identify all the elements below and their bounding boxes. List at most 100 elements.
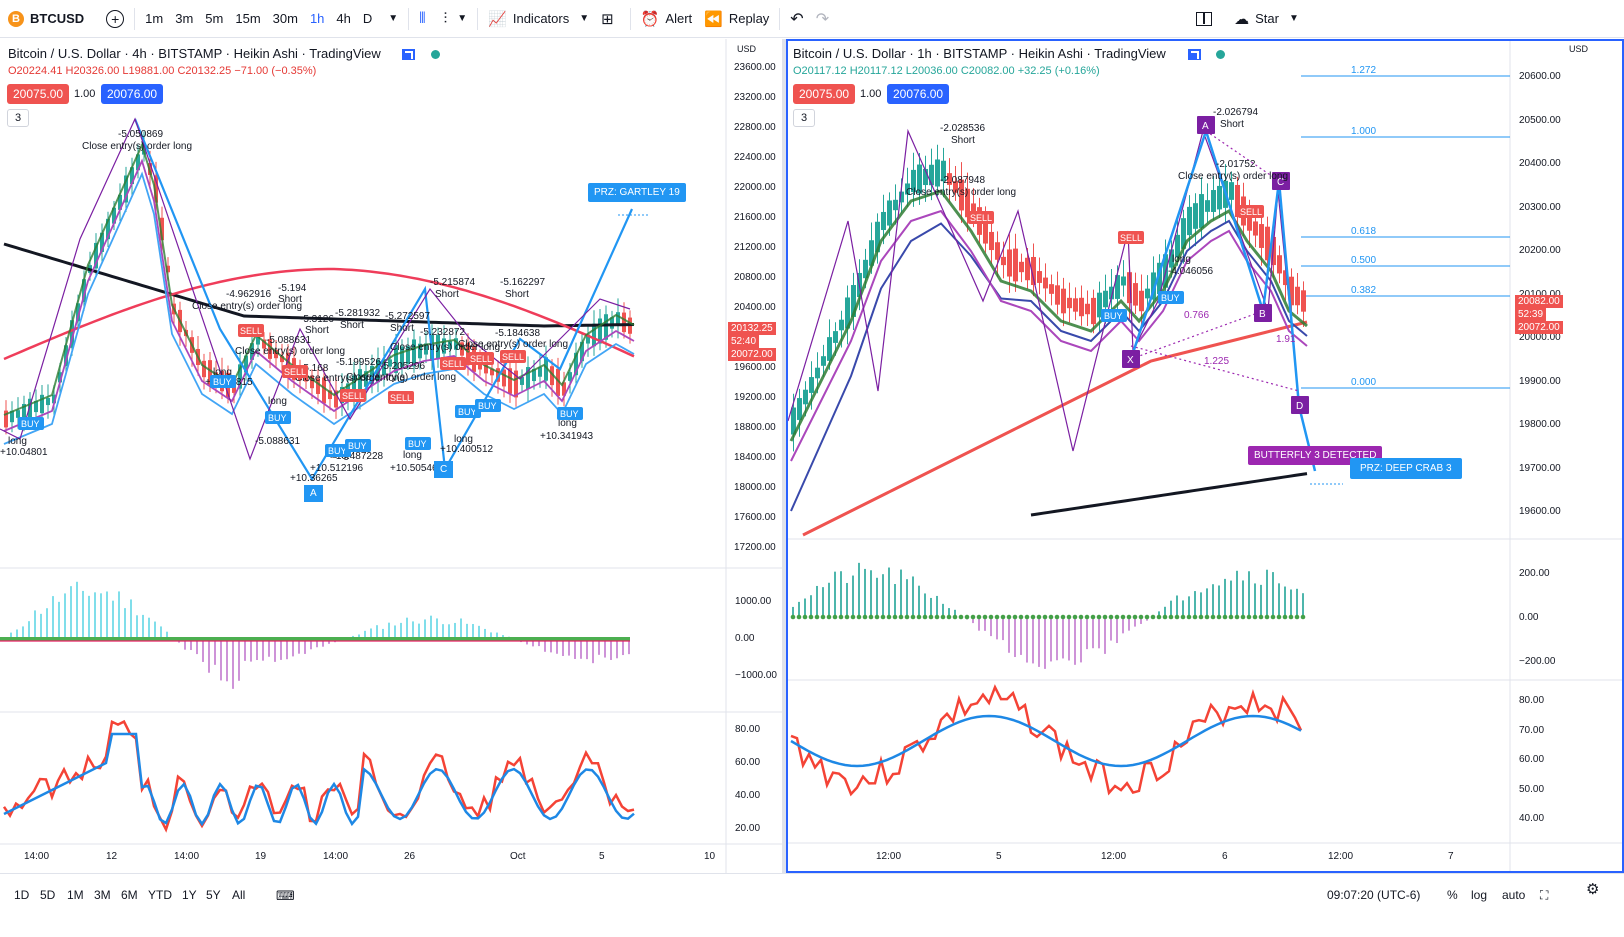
range-all[interactable]: All bbox=[232, 888, 246, 902]
auto-toggle[interactable]: auto bbox=[1502, 888, 1526, 902]
interval-1m[interactable]: 1m bbox=[145, 11, 164, 26]
right-chart-canvas[interactable]: 1.272 1.000 0.618 0.500 0.382 0.000 X A B C D 0.766… bbox=[788, 41, 1622, 871]
candle-body bbox=[1289, 276, 1294, 306]
symbol-search[interactable]: B BTCUSD bbox=[0, 0, 90, 38]
time-axis-label: 6 bbox=[1222, 851, 1228, 862]
macd-signal-dot bbox=[1186, 614, 1192, 620]
alert-button[interactable]: ⏰ Alert bbox=[635, 0, 698, 38]
undo-button[interactable]: ↶ bbox=[784, 0, 809, 38]
candle-body bbox=[905, 183, 910, 195]
buy-marker bbox=[1158, 291, 1184, 304]
range-1d[interactable]: 1D bbox=[14, 888, 30, 902]
buy-button[interactable]: 20076.00 bbox=[101, 84, 164, 104]
macd-signal-dot bbox=[1150, 614, 1156, 620]
interval-30m[interactable]: 30m bbox=[272, 11, 298, 26]
macd-signal-dot bbox=[868, 614, 874, 620]
macd-histogram-bar bbox=[496, 632, 498, 639]
macd-histogram-bar bbox=[388, 622, 390, 639]
fullscreen-icon[interactable]: ⛶ bbox=[1540, 888, 1549, 902]
candle-body bbox=[983, 218, 988, 244]
date-range-icon[interactable]: ⌨ bbox=[276, 888, 295, 903]
flag-icon[interactable] bbox=[402, 49, 415, 60]
candle-body bbox=[334, 390, 338, 408]
buy-marker bbox=[325, 444, 351, 457]
quantity-value[interactable]: 1.00 bbox=[860, 88, 882, 100]
bar-style-button[interactable]: ⫴ bbox=[413, 0, 437, 38]
range-6m[interactable]: 6M bbox=[121, 888, 138, 902]
candle-body bbox=[238, 364, 242, 389]
macd-signal-dot bbox=[994, 614, 1000, 620]
range-1y[interactable]: 1Y bbox=[182, 888, 197, 902]
quantity-value[interactable]: 1.00 bbox=[74, 88, 96, 100]
interval-dropdown[interactable]: ▼ bbox=[378, 0, 404, 38]
indicators-button[interactable]: 📈 Indicators ▼ bbox=[482, 0, 595, 38]
price-axis-label: 22000.00 bbox=[734, 182, 776, 193]
macd-histogram-bar bbox=[1080, 617, 1082, 663]
sell-button[interactable]: 20075.00 bbox=[7, 84, 70, 104]
macd-signal-dot bbox=[1264, 614, 1270, 620]
gear-icon[interactable]: ⚙ bbox=[1586, 881, 1600, 898]
macd-signal-dot bbox=[1204, 614, 1210, 620]
macd-histogram-bar bbox=[436, 618, 438, 639]
macd-signal-dot bbox=[1210, 614, 1216, 620]
log-toggle[interactable]: log bbox=[1471, 888, 1488, 902]
change-value: +32.25 (+0.16%) bbox=[1017, 65, 1100, 77]
macd-signal-dot bbox=[1222, 614, 1228, 620]
replay-button[interactable]: ⏪ Replay bbox=[698, 0, 775, 38]
clock-time[interactable]: 09:07:20 (UTC-6) bbox=[1327, 888, 1421, 902]
layout-button[interactable] bbox=[1190, 0, 1218, 38]
currency-label[interactable]: USD bbox=[737, 44, 757, 54]
interval-15m[interactable]: 15m bbox=[235, 11, 261, 26]
left-chart-pane[interactable]: -5.050869 Close entry(s) order long -4.962… bbox=[0, 39, 782, 873]
interval-d[interactable]: D bbox=[362, 11, 373, 26]
macd-histogram-bar bbox=[280, 639, 282, 660]
range-5y[interactable]: 5Y bbox=[206, 888, 221, 902]
compare-button[interactable]: + bbox=[100, 0, 130, 38]
percent-toggle[interactable]: % bbox=[1447, 888, 1458, 902]
candle-body bbox=[1115, 275, 1120, 299]
templates-button[interactable]: ⊞ bbox=[595, 0, 626, 38]
star-layout-button[interactable]: ☁ Star ▼ bbox=[1228, 0, 1305, 38]
macd-signal-dot bbox=[1126, 614, 1132, 620]
right-chart-pane[interactable]: 1.272 1.000 0.618 0.500 0.382 0.000 X A B C D 0.766… bbox=[786, 39, 1624, 873]
chart-type-button[interactable]: ⫶ ▼ bbox=[438, 0, 474, 38]
candle-body bbox=[130, 167, 134, 185]
interval-4h[interactable]: 4h bbox=[336, 11, 351, 26]
rewind-icon: ⏪ bbox=[704, 10, 723, 28]
pane-divider[interactable] bbox=[782, 39, 786, 873]
sell-button[interactable]: 20075.00 bbox=[793, 84, 856, 104]
range-ytd[interactable]: YTD bbox=[148, 888, 172, 902]
redo-button[interactable]: ↷ bbox=[810, 0, 835, 38]
range-1m[interactable]: 1M bbox=[67, 888, 84, 902]
candle-body bbox=[989, 231, 994, 251]
candle-body bbox=[839, 319, 844, 331]
price-axis-label: 19900.00 bbox=[1519, 375, 1561, 387]
time-axis-label: 5 bbox=[599, 851, 605, 862]
candle-body bbox=[274, 349, 278, 359]
macd-histogram-bar bbox=[942, 603, 944, 617]
macd-histogram-bar bbox=[1122, 617, 1124, 634]
low-value: L20036.00 bbox=[905, 65, 958, 77]
macd-histogram-bar bbox=[1128, 617, 1130, 631]
buy-button[interactable]: 20076.00 bbox=[887, 84, 950, 104]
range-3m[interactable]: 3M bbox=[94, 888, 111, 902]
indicator-count-toggle[interactable]: 3 bbox=[7, 109, 29, 127]
interval-3m[interactable]: 3m bbox=[175, 11, 194, 26]
macd-signal-dot bbox=[958, 614, 964, 620]
candle-body bbox=[76, 303, 80, 322]
range-5d[interactable]: 5D bbox=[40, 888, 56, 902]
trade-annotation: Short bbox=[951, 135, 975, 146]
candle-body bbox=[1157, 262, 1162, 295]
buy-marker bbox=[405, 437, 431, 450]
flag-icon[interactable] bbox=[1188, 49, 1201, 60]
time-axis-label: Oct bbox=[510, 851, 526, 862]
buy-marker-label: BUY bbox=[21, 419, 40, 429]
indicator-count-toggle[interactable]: 3 bbox=[793, 109, 815, 127]
currency-label[interactable]: USD bbox=[1569, 44, 1589, 54]
macd-histogram-bar bbox=[1134, 617, 1136, 627]
interval-5m[interactable]: 5m bbox=[205, 11, 224, 26]
interval-1h[interactable]: 1h bbox=[309, 11, 325, 26]
trade-annotation: Short bbox=[278, 294, 302, 305]
candle-body bbox=[154, 175, 158, 203]
